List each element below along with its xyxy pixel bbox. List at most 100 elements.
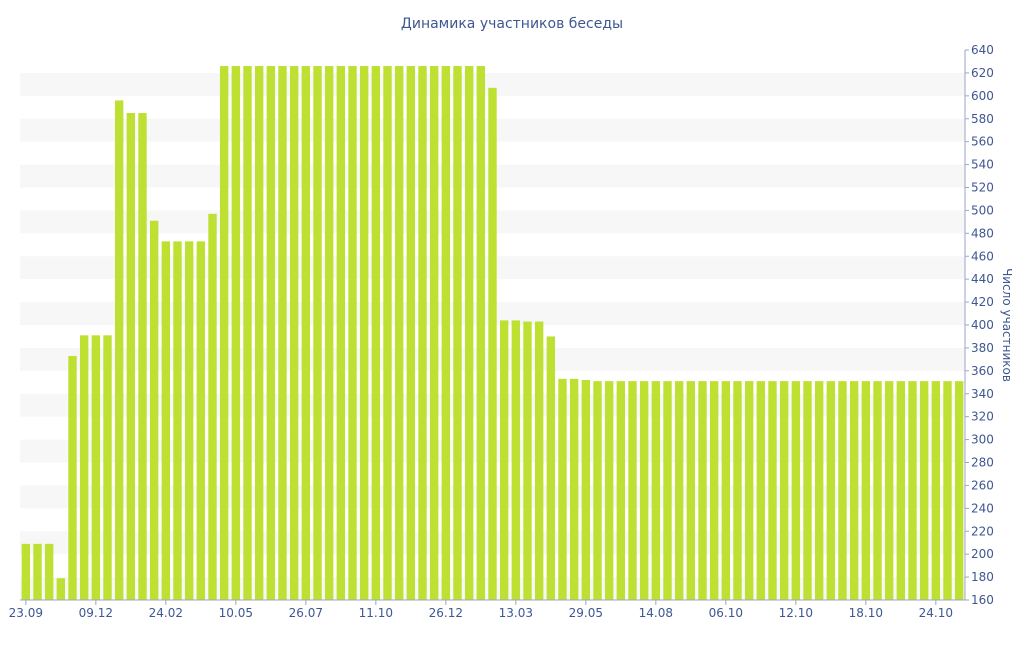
bar	[873, 381, 882, 600]
bar	[476, 66, 486, 600]
x-tick-label: 24.10	[919, 606, 953, 620]
bar	[861, 381, 871, 600]
bar	[254, 66, 264, 600]
bar	[674, 381, 684, 600]
x-tick-label: 14.08	[639, 606, 673, 620]
bar	[406, 66, 416, 600]
bar	[943, 381, 952, 600]
bar	[79, 335, 89, 600]
y-tick-label: 180	[971, 570, 994, 584]
bar	[383, 66, 392, 600]
bar	[756, 381, 766, 600]
bar	[558, 378, 567, 600]
y-tick-label: 300	[971, 433, 994, 447]
x-tick-label: 13.03	[499, 606, 533, 620]
bar	[499, 320, 509, 600]
x-tick-label: 11.10	[359, 606, 393, 620]
bar	[429, 66, 439, 600]
bar	[639, 381, 649, 600]
bar	[721, 381, 731, 600]
bar	[733, 381, 742, 600]
y-tick-label: 340	[971, 387, 994, 401]
x-tick-label: 26.07	[289, 606, 323, 620]
bar	[523, 321, 532, 600]
x-tick-label: 06.10	[709, 606, 743, 620]
bar	[243, 66, 252, 600]
bar	[698, 381, 707, 600]
bar	[849, 381, 859, 600]
bar	[768, 381, 777, 600]
bar	[219, 66, 229, 600]
x-tick-label: 29.05	[569, 606, 603, 620]
bar	[803, 381, 812, 600]
bar	[919, 381, 929, 600]
bar	[33, 543, 42, 600]
bar	[779, 381, 789, 600]
bar	[184, 241, 194, 600]
x-tick-label: 24.02	[149, 606, 183, 620]
y-tick-label: 460	[971, 249, 994, 263]
bar	[208, 213, 217, 600]
y-tick-label: 540	[971, 158, 994, 172]
bar	[231, 66, 241, 600]
bar	[604, 381, 614, 600]
bar	[301, 66, 311, 600]
bar	[149, 220, 159, 600]
x-axis-ticks: 23.09 09.12 24.02 10.05 26.07 11.10 26.12 13.03…	[9, 599, 965, 620]
y-tick-label: 260	[971, 478, 994, 492]
bar	[313, 66, 322, 600]
y-axis-label: Число участников	[1000, 268, 1014, 382]
bar	[511, 320, 521, 600]
y-tick-label: 560	[971, 135, 994, 149]
bar	[838, 381, 847, 600]
bar	[371, 66, 381, 600]
x-tick-label: 12.10	[779, 606, 813, 620]
bar	[744, 381, 754, 600]
y-tick-label: 500	[971, 203, 994, 217]
bar	[709, 381, 719, 600]
x-tick-label: 18.10	[849, 606, 883, 620]
bar	[21, 543, 31, 600]
bar	[931, 381, 941, 600]
bar	[826, 381, 836, 600]
y-tick-label: 200	[971, 547, 994, 561]
x-tick-label: 26.12	[429, 606, 463, 620]
bar	[686, 381, 696, 600]
bar	[628, 381, 637, 600]
bar	[896, 381, 906, 600]
bar	[581, 380, 591, 600]
bar	[954, 381, 964, 600]
x-tick-label: 23.09	[9, 606, 43, 620]
y-tick-label: 320	[971, 410, 994, 424]
bar	[569, 378, 579, 600]
bar	[196, 241, 206, 600]
bar	[814, 381, 824, 600]
bar	[278, 66, 287, 600]
bar	[534, 321, 544, 600]
bar	[359, 66, 369, 600]
bar	[418, 66, 427, 600]
bar	[394, 66, 404, 600]
bar	[173, 241, 182, 600]
y-tick-label: 360	[971, 364, 994, 378]
chart-title: Динамика участников беседы	[401, 16, 623, 32]
y-tick-label: 380	[971, 341, 994, 355]
bar	[91, 335, 101, 600]
bar	[289, 66, 299, 600]
bar	[593, 381, 602, 600]
bar	[616, 381, 626, 600]
bar	[546, 336, 556, 600]
bar	[348, 66, 357, 600]
bar	[651, 381, 661, 600]
bar	[103, 335, 112, 600]
bar	[266, 66, 276, 600]
bar	[138, 113, 147, 600]
bar	[126, 113, 136, 600]
bar	[324, 66, 334, 600]
y-tick-label: 420	[971, 295, 994, 309]
bar	[908, 381, 917, 600]
bar	[161, 241, 171, 600]
y-tick-label: 240	[971, 501, 994, 515]
bar	[791, 381, 801, 600]
